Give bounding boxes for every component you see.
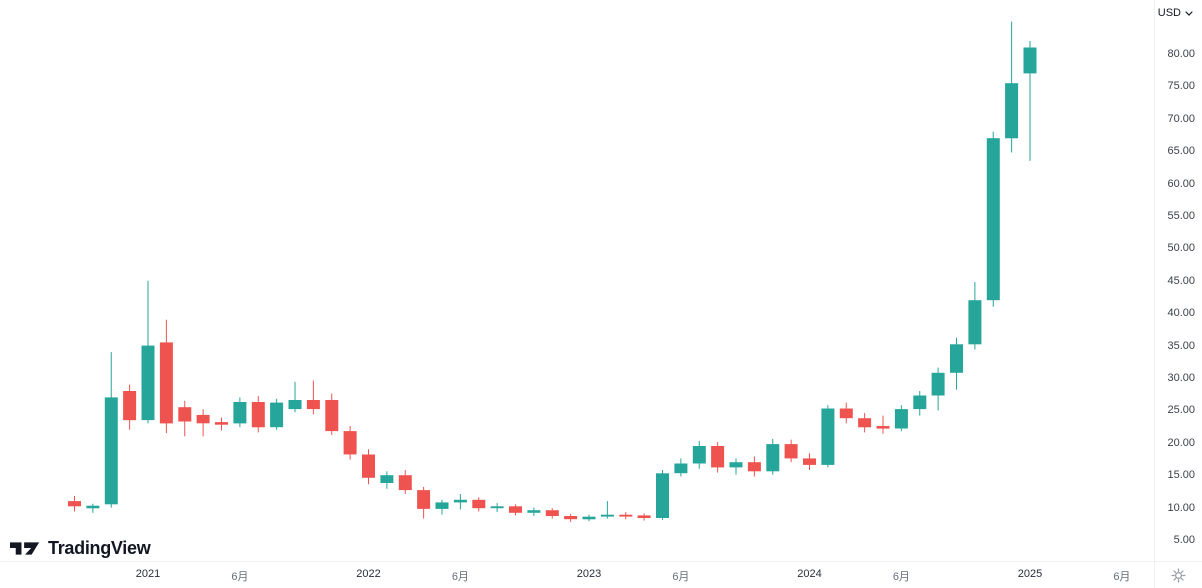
- time-tick-label: 2025: [1017, 568, 1043, 580]
- candle: [545, 508, 559, 519]
- candle: [196, 409, 210, 437]
- candle: [821, 405, 835, 468]
- price-tick-label: 25.00: [1167, 404, 1195, 417]
- candle: [968, 282, 982, 350]
- candle: [123, 384, 137, 430]
- candle: [435, 499, 449, 515]
- price-scale-settings-button[interactable]: [1169, 566, 1188, 585]
- price-tick-label: 15.00: [1167, 469, 1195, 482]
- candle: [509, 504, 522, 516]
- candle: [417, 486, 431, 519]
- candle: [619, 512, 633, 520]
- candle: [656, 470, 669, 520]
- candlestick-chart: [68, 21, 1037, 522]
- candle: [913, 391, 927, 416]
- time-tick-label: 6月: [451, 571, 469, 583]
- candle: [1023, 41, 1037, 161]
- candle: [1005, 21, 1019, 153]
- time-tick-label: 2021: [135, 568, 161, 580]
- candle: [178, 400, 192, 437]
- candle: [564, 514, 578, 522]
- price-tick-label: 55.00: [1167, 210, 1195, 222]
- candle: [343, 426, 357, 460]
- price-tick-label: 45.00: [1167, 274, 1195, 287]
- candle: [472, 497, 486, 512]
- candle: [747, 456, 761, 477]
- candle: [68, 495, 81, 512]
- candle: [894, 405, 908, 432]
- tradingview-logo-icon: [10, 542, 40, 555]
- price-tick-label: 35.00: [1167, 339, 1195, 352]
- price-axis[interactable]: 80.00 75.00 70.00 65.00 60.00 55.00 50.00 45.00…: [1154, 0, 1202, 562]
- candle: [582, 514, 596, 522]
- candle: [803, 453, 816, 470]
- tradingview-logo[interactable]: TradingView: [10, 538, 151, 559]
- price-tick-label: 70.00: [1167, 112, 1195, 125]
- price-tick-label: 5.00: [1173, 534, 1195, 546]
- candle: [141, 280, 155, 424]
- time-tick-label: 6月: [672, 571, 690, 583]
- currency-label: USD: [1157, 7, 1181, 19]
- candle: [986, 131, 1000, 307]
- currency-selector-button[interactable]: USD: [1154, 5, 1197, 21]
- candle: [453, 494, 467, 510]
- candle: [306, 380, 320, 415]
- price-tick-label: 65.00: [1167, 145, 1195, 158]
- price-tick-label: 20.00: [1167, 436, 1195, 449]
- candle: [233, 397, 247, 428]
- candle: [362, 449, 375, 485]
- time-tick-label: 2022: [356, 568, 381, 580]
- candle: [729, 458, 743, 475]
- candle: [325, 393, 339, 435]
- time-tick-label: 6月: [1113, 571, 1131, 583]
- candle: [104, 352, 118, 508]
- price-tick-label: 40.00: [1167, 307, 1195, 320]
- candle: [950, 337, 963, 390]
- candle: [380, 471, 394, 489]
- candle: [527, 507, 541, 516]
- candle: [637, 513, 651, 521]
- candle: [490, 503, 504, 513]
- time-axis[interactable]: 2021 6月 2022 6月 2023 6月 2024 6月 2025 6月: [0, 561, 1155, 588]
- candle: [839, 402, 853, 424]
- candle: [215, 417, 228, 431]
- candle: [876, 415, 890, 434]
- chevron-down-icon: [1185, 10, 1193, 16]
- time-tick-label: 2024: [797, 568, 822, 580]
- candle: [86, 503, 100, 513]
- candle: [784, 439, 798, 463]
- candle: [766, 438, 780, 475]
- candle: [251, 396, 265, 433]
- candle: [398, 470, 412, 494]
- axis-corner: [1154, 561, 1202, 588]
- candle: [270, 398, 284, 430]
- tradingview-logo-text: TradingView: [48, 538, 151, 558]
- candle: [600, 501, 614, 519]
- price-tick-label: 75.00: [1167, 80, 1195, 93]
- price-tick-label: 10.00: [1167, 501, 1195, 514]
- price-tick-label: 80.00: [1167, 48, 1195, 60]
- candle: [288, 381, 302, 413]
- gear-icon: [1171, 568, 1186, 582]
- time-tick-label: 6月: [892, 571, 910, 583]
- price-tick-label: 60.00: [1167, 177, 1195, 190]
- candle: [931, 367, 945, 411]
- candle: [159, 319, 173, 434]
- time-tick-label: 6月: [231, 571, 249, 583]
- time-tick-label: 2023: [576, 568, 602, 580]
- candle: [674, 458, 688, 477]
- price-tick-label: 50.00: [1167, 242, 1195, 255]
- candle: [858, 413, 872, 433]
- candle: [692, 440, 706, 469]
- candle: [711, 442, 725, 473]
- price-tick-label: 30.00: [1167, 372, 1195, 384]
